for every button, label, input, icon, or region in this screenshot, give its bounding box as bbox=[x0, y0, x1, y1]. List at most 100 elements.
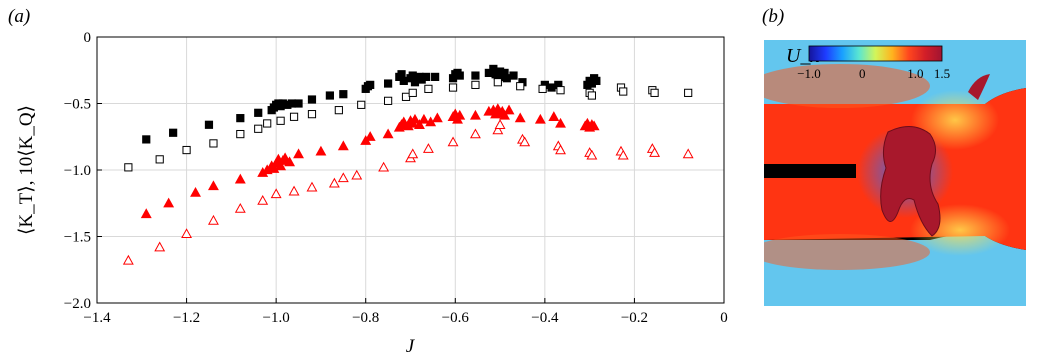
data-point bbox=[448, 83, 458, 92]
data-point bbox=[401, 92, 411, 101]
colorbar-tick-label: 1.5 bbox=[934, 66, 950, 81]
data-point bbox=[384, 96, 393, 105]
data-point bbox=[538, 84, 547, 93]
data-point bbox=[447, 136, 459, 147]
data-point bbox=[364, 131, 376, 141]
data-point bbox=[397, 70, 406, 79]
y-tick-label: −1.5 bbox=[64, 230, 91, 246]
x-tick-label: −0.2 bbox=[621, 310, 648, 326]
data-point bbox=[279, 152, 291, 163]
data-point bbox=[236, 129, 245, 139]
vortex-structure bbox=[880, 126, 941, 237]
x-tick-label: −1.0 bbox=[263, 310, 290, 326]
data-point bbox=[455, 71, 464, 80]
data-point bbox=[337, 172, 349, 183]
data-point bbox=[650, 88, 659, 97]
data-point bbox=[351, 169, 363, 180]
data-point bbox=[586, 149, 598, 160]
data-point bbox=[236, 114, 245, 123]
data-point bbox=[534, 113, 546, 124]
data-point bbox=[339, 90, 348, 99]
data-point bbox=[469, 109, 481, 120]
colorbar-tick-label: 1.0 bbox=[907, 66, 923, 81]
data-point bbox=[293, 148, 304, 159]
panel-b-label: (b) bbox=[762, 6, 784, 27]
data-point bbox=[234, 173, 246, 184]
data-point bbox=[424, 84, 433, 93]
colorbar-tick-label: 0 bbox=[859, 66, 866, 81]
data-point bbox=[617, 149, 629, 160]
data-point bbox=[503, 104, 515, 115]
data-point bbox=[418, 113, 430, 124]
data-point bbox=[257, 194, 269, 205]
data-point bbox=[357, 100, 366, 109]
data-point bbox=[263, 119, 272, 128]
data-point bbox=[409, 113, 421, 124]
x-tick-label: −0.4 bbox=[531, 310, 559, 326]
plot-frame bbox=[96, 36, 725, 304]
x-tick-label: −1.4 bbox=[83, 310, 111, 326]
data-point bbox=[408, 71, 417, 80]
colorbar-tick-label: −1.0 bbox=[797, 66, 821, 81]
data-point bbox=[276, 116, 285, 125]
colorbar-scale bbox=[808, 45, 943, 62]
lower-mixing-layer bbox=[764, 234, 930, 270]
data-point bbox=[334, 106, 343, 115]
data-point bbox=[234, 202, 246, 213]
data-point bbox=[182, 145, 191, 155]
data-point bbox=[306, 181, 318, 192]
upper-mixing-layer bbox=[764, 64, 930, 108]
data-point bbox=[207, 214, 219, 225]
series-square-open bbox=[124, 78, 693, 172]
data-point bbox=[307, 110, 317, 119]
data-point bbox=[422, 72, 431, 82]
data-point bbox=[325, 91, 334, 100]
data-point bbox=[254, 108, 263, 117]
data-point bbox=[519, 136, 531, 147]
y-tick-label: −2.0 bbox=[64, 296, 91, 312]
y-axis-label: ⟨K_T⟩, 10⟨K_Q⟩ bbox=[16, 105, 37, 235]
data-point bbox=[649, 147, 661, 157]
x-tick-label: 0 bbox=[720, 310, 728, 326]
data-point bbox=[190, 186, 201, 197]
tip-vortex bbox=[968, 74, 990, 100]
data-point bbox=[307, 95, 317, 104]
data-point bbox=[163, 197, 175, 208]
data-point bbox=[516, 82, 525, 91]
data-point bbox=[555, 117, 566, 128]
series-triangle-open bbox=[122, 119, 694, 265]
data-point bbox=[414, 119, 425, 129]
data-point bbox=[555, 144, 566, 155]
series-square-filled bbox=[142, 64, 601, 144]
data-point bbox=[492, 124, 504, 135]
panel-a-label: (a) bbox=[8, 6, 30, 27]
data-point bbox=[169, 128, 178, 137]
data-point bbox=[275, 160, 287, 171]
x-tick-label: −1.2 bbox=[173, 310, 200, 326]
data-point bbox=[431, 112, 443, 123]
axis-ticks: −1.4 −1.2 −1.0 −0.8 −0.6 −0.4 −0.2 0 0 −0.5 −1.0 −1… bbox=[64, 30, 728, 326]
y-tick-label: 0 bbox=[84, 30, 92, 46]
data-point bbox=[378, 161, 390, 172]
data-point bbox=[514, 112, 526, 123]
data-point bbox=[547, 83, 556, 92]
data-point bbox=[454, 109, 466, 120]
data-point bbox=[471, 71, 480, 80]
data-point bbox=[499, 109, 510, 120]
data-point bbox=[268, 163, 280, 173]
data-point bbox=[140, 208, 152, 219]
data-point bbox=[122, 254, 134, 265]
data-point bbox=[619, 87, 628, 96]
data-point bbox=[509, 71, 518, 80]
data-point bbox=[209, 139, 218, 148]
data-point bbox=[294, 99, 303, 108]
data-point bbox=[684, 88, 693, 97]
data-point bbox=[315, 145, 327, 156]
data-point bbox=[588, 120, 600, 131]
data-point bbox=[548, 111, 560, 121]
data-point bbox=[382, 128, 394, 139]
data-point bbox=[155, 155, 164, 164]
data-point bbox=[328, 177, 340, 188]
x-axis-label: J bbox=[406, 336, 416, 357]
